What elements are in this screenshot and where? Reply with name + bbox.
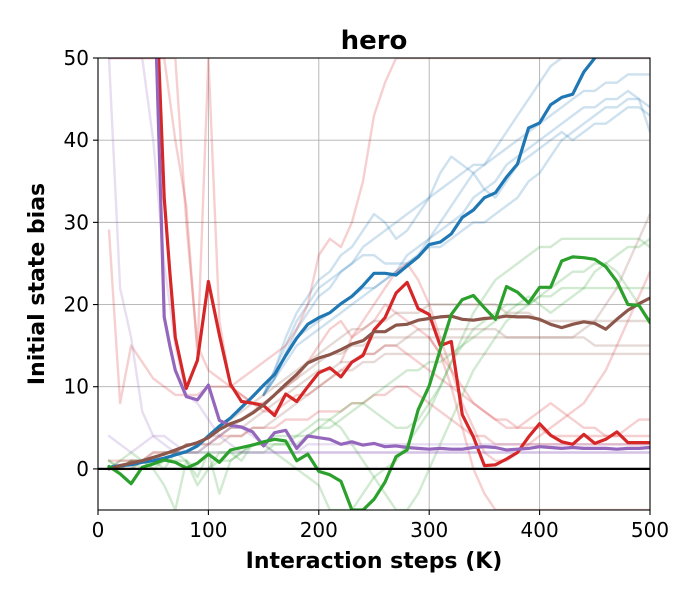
faint-blue-series-line xyxy=(262,106,650,397)
x-tick-label: 0 xyxy=(92,518,105,542)
y-axis-ticks: 0 10 20 30 40 50 xyxy=(64,46,98,481)
faint-red-series-line xyxy=(107,58,650,405)
x-tick-label: 200 xyxy=(300,518,338,542)
x-axis-label: Interaction steps (K) xyxy=(246,549,503,574)
faint-purple-series-line xyxy=(107,58,650,454)
x-tick-label: 400 xyxy=(521,518,559,542)
x-tick-label: 300 xyxy=(410,518,448,542)
plot-area xyxy=(98,58,650,510)
faint-green-series-line xyxy=(107,237,650,510)
faint-red-series-line xyxy=(107,58,650,438)
mean-brown-series-line xyxy=(107,296,650,471)
faint-blue-series-line xyxy=(262,73,650,397)
y-tick-label: 0 xyxy=(76,457,89,481)
y-axis-label: Initial state bias xyxy=(25,183,50,385)
y-tick-label: 50 xyxy=(64,46,89,70)
faint-green-series-line xyxy=(107,237,650,510)
x-axis-ticks: 0 100 200 300 400 500 xyxy=(92,510,669,542)
faint-green-series-line xyxy=(107,286,650,471)
x-tick-label: 500 xyxy=(631,518,669,542)
plot-frame xyxy=(97,57,651,511)
mean-green-series-line xyxy=(107,255,650,510)
mean-blue-series-line xyxy=(107,58,597,469)
faint-blue-series-line xyxy=(262,97,650,397)
faint-red-series-line xyxy=(339,262,650,462)
faint-red-series-line xyxy=(428,336,650,510)
y-tick-label: 40 xyxy=(64,128,89,152)
chart-title: hero xyxy=(341,26,408,56)
mean-purple-series-line xyxy=(154,58,650,452)
faint-blue-series-line xyxy=(262,89,650,397)
faint-brown-series-line xyxy=(107,352,650,471)
series-layer xyxy=(107,58,650,510)
y-tick-label: 30 xyxy=(64,210,89,234)
y-tick-label: 20 xyxy=(64,293,89,317)
mean-red-series-line xyxy=(157,58,650,468)
y-tick-label: 10 xyxy=(64,375,89,399)
faint-purple-series-line xyxy=(107,58,650,454)
x-tick-label: 100 xyxy=(189,518,227,542)
